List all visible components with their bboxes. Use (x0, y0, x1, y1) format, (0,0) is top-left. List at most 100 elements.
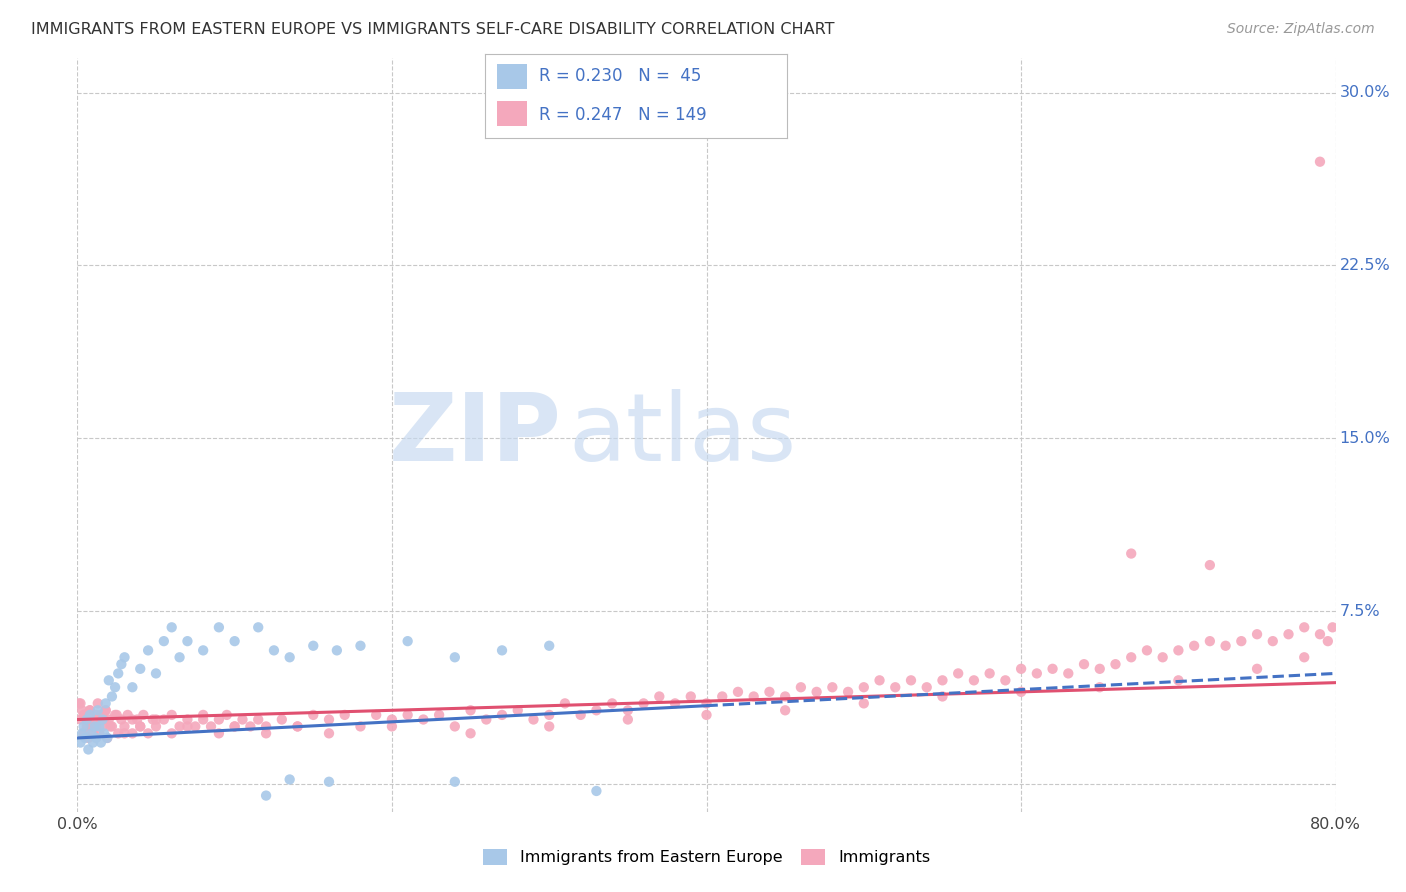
Point (145, 666, 167, 681)
Point (94, 697, 117, 711)
Point (491, 707, 513, 722)
Point (169, 719, 191, 733)
Point (176, 634, 198, 648)
Point (97, 673, 120, 688)
Point (208, 726, 231, 740)
Point (664, 697, 686, 711)
Point (1261, 634, 1284, 648)
Point (93, 726, 115, 740)
Text: R = 0.247   N = 149: R = 0.247 N = 149 (540, 106, 707, 124)
Point (884, 680, 907, 694)
Point (87, 697, 110, 711)
Point (117, 707, 139, 722)
Point (254, 719, 277, 733)
Point (145, 713, 167, 727)
Point (87, 703, 110, 717)
Point (1246, 627, 1268, 641)
Point (75, 707, 97, 722)
Point (254, 789, 277, 803)
Point (224, 634, 246, 648)
Point (160, 707, 183, 722)
Point (83, 719, 105, 733)
Point (97, 713, 120, 727)
Point (160, 620, 183, 634)
Point (600, 697, 623, 711)
Point (77, 731, 100, 745)
Point (72, 707, 94, 722)
Point (333, 707, 356, 722)
Point (191, 643, 215, 657)
Point (1088, 662, 1111, 676)
Point (617, 703, 640, 717)
Point (1167, 673, 1189, 688)
Point (852, 680, 875, 694)
Point (679, 690, 702, 704)
Point (554, 697, 576, 711)
Point (107, 666, 129, 681)
Point (70, 703, 93, 717)
Point (129, 662, 152, 676)
Point (107, 726, 129, 740)
Point (69, 735, 91, 749)
Text: ZIP: ZIP (389, 389, 562, 481)
Point (89, 719, 111, 733)
Point (366, 707, 388, 722)
Point (224, 719, 246, 733)
Point (104, 707, 127, 722)
Point (318, 726, 340, 740)
Point (506, 703, 529, 717)
Point (522, 713, 544, 727)
Point (1121, 650, 1143, 665)
Point (381, 713, 404, 727)
Point (91, 713, 114, 727)
Point (176, 719, 198, 733)
Point (91, 719, 114, 733)
Point (349, 639, 371, 653)
Point (184, 719, 207, 733)
Point (931, 673, 953, 688)
Point (136, 726, 159, 740)
Point (90, 735, 112, 749)
Point (349, 719, 371, 733)
Point (121, 680, 143, 694)
Point (69, 697, 91, 711)
Point (869, 673, 891, 688)
Point (82, 735, 104, 749)
Point (94, 703, 117, 717)
Point (278, 650, 301, 665)
Point (79, 703, 101, 717)
Point (1088, 680, 1111, 694)
Point (742, 690, 765, 704)
Point (900, 673, 922, 688)
Point (1230, 634, 1253, 648)
Point (72, 726, 94, 740)
Point (191, 713, 215, 727)
Point (1294, 620, 1316, 634)
Text: 7.5%: 7.5% (1340, 604, 1381, 619)
Point (1182, 639, 1205, 653)
Point (1198, 634, 1220, 648)
Point (101, 690, 124, 704)
Point (773, 703, 796, 717)
Point (239, 719, 262, 733)
Point (538, 639, 561, 653)
Point (200, 719, 222, 733)
Point (142, 713, 165, 727)
Point (821, 680, 844, 694)
Point (79, 703, 101, 717)
Point (585, 703, 607, 717)
Bar (498, 101, 527, 127)
Text: atlas: atlas (568, 389, 796, 481)
Point (931, 690, 953, 704)
Point (176, 713, 198, 727)
Point (80, 726, 103, 740)
Point (1104, 657, 1126, 672)
Point (84, 719, 107, 733)
Point (110, 713, 132, 727)
Point (90, 713, 112, 727)
Point (76, 713, 98, 727)
Point (915, 680, 938, 694)
Point (1322, 620, 1344, 634)
Point (852, 697, 875, 711)
Point (93, 713, 115, 727)
